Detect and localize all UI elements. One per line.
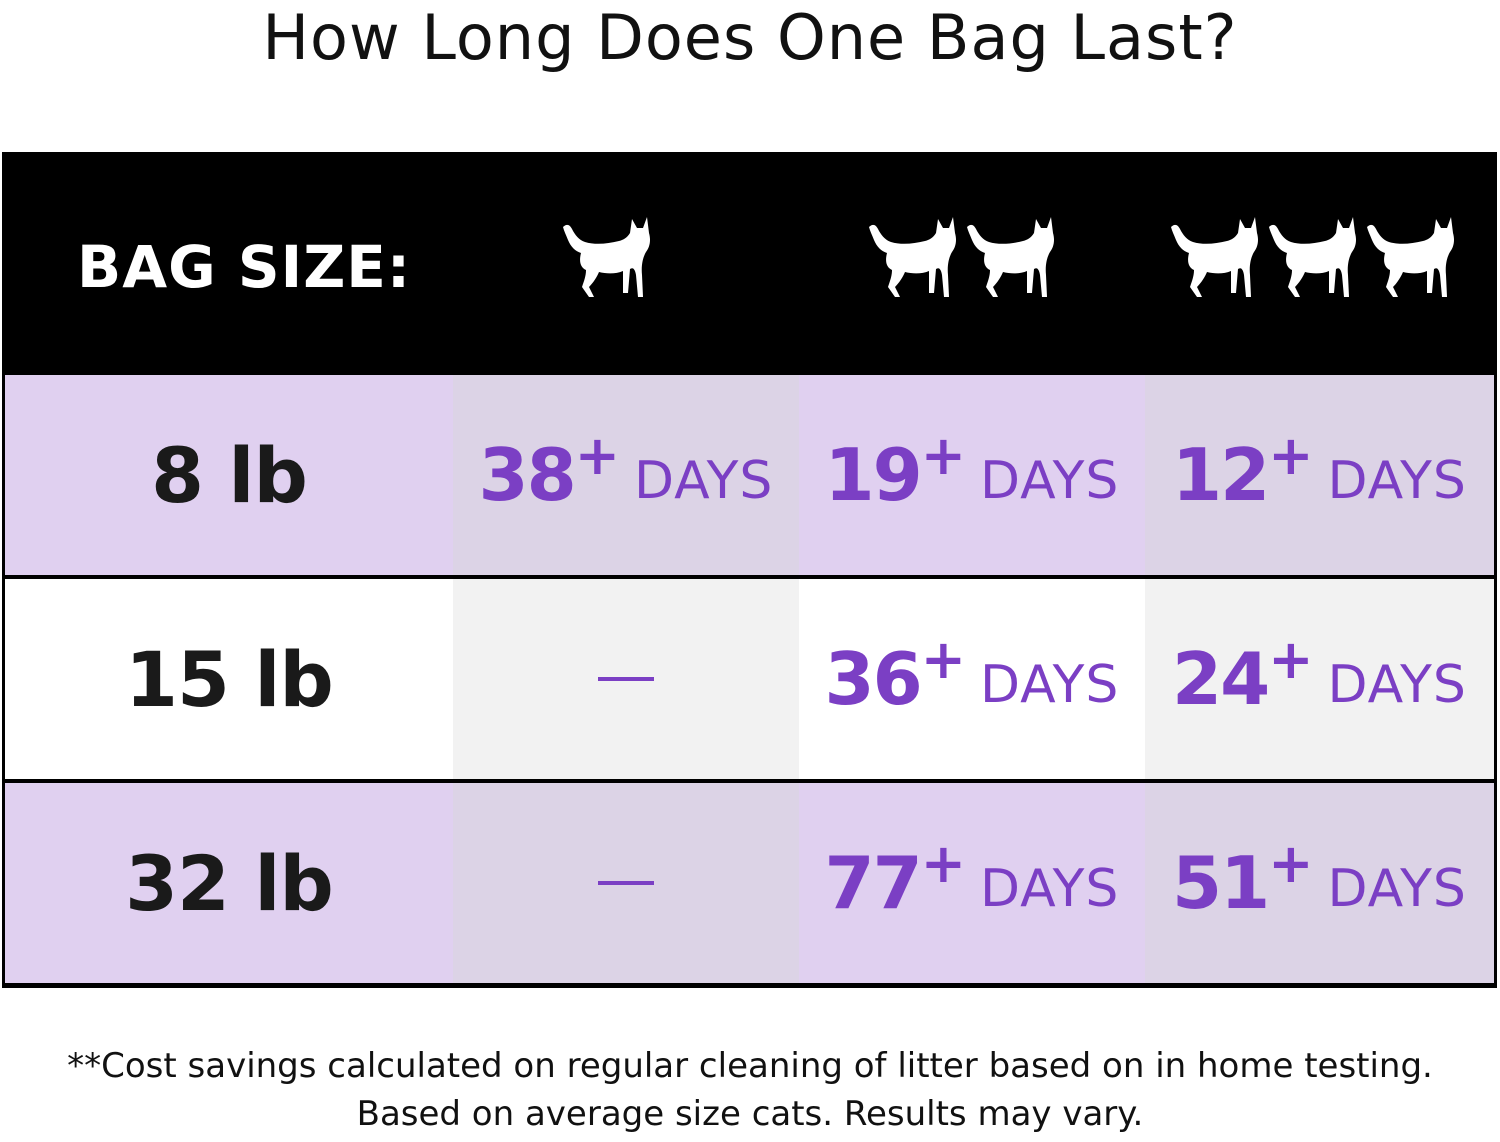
table-row: 8 lb 38 + DAYS 19 + DAYS 12 + DAYS — [5, 375, 1494, 575]
days-number: 51 — [1172, 841, 1270, 925]
bag-size: 15 lb — [125, 634, 334, 724]
two-cats-column-header — [867, 213, 1057, 303]
table-row: 15 lb 36 + DAYS 24 + DAYS — [5, 579, 1494, 779]
duration-cell: 19 + DAYS — [824, 423, 1120, 518]
duration-cell: 12 + DAYS — [1145, 375, 1494, 575]
not-applicable-dash — [598, 677, 654, 681]
duration-cell: 24 + DAYS — [1145, 579, 1494, 779]
duration-cell: 51 + DAYS — [1145, 783, 1494, 983]
bag-size: 8 lb — [151, 430, 308, 520]
cat-icon — [1267, 213, 1359, 303]
days-number: 36 — [824, 637, 923, 721]
bag-duration-table: BAG SIZE: 8 lb 38 + DAYS 19 + DAYS 12 + DAYS 1… — [2, 152, 1497, 988]
duration-cell — [453, 783, 799, 983]
days-number: 12 — [1172, 433, 1270, 517]
days-number: 77 — [824, 841, 923, 925]
bag-size: 32 lb — [125, 838, 334, 928]
one-cat-column-header — [561, 213, 653, 303]
duration-cell: 77 + DAYS — [824, 831, 1120, 926]
footnote-line-2: Based on average size cats. Results may … — [356, 1094, 1144, 1134]
not-applicable-dash — [598, 881, 654, 885]
cat-icon — [561, 213, 653, 303]
bag-size-label: BAG SIZE: — [77, 233, 412, 301]
duration-cell: 36 + DAYS — [824, 627, 1120, 722]
three-cats-column-header — [1169, 213, 1457, 303]
footnote-line-1: **Cost savings calculated on regular cle… — [67, 1046, 1433, 1086]
table-header: BAG SIZE: — [5, 155, 1494, 375]
cat-icon — [1365, 213, 1457, 303]
cat-icon — [867, 213, 959, 303]
cat-icon — [965, 213, 1057, 303]
days-number: 19 — [824, 433, 923, 517]
table-row: 32 lb 77 + DAYS 51 + DAYS — [5, 783, 1494, 983]
cat-icon — [1169, 213, 1261, 303]
duration-cell — [453, 579, 799, 779]
page-title: How Long Does One Bag Last? — [262, 1, 1238, 74]
days-number: 38 — [478, 433, 577, 517]
duration-cell: 38 + DAYS — [453, 375, 799, 575]
days-number: 24 — [1172, 637, 1270, 721]
